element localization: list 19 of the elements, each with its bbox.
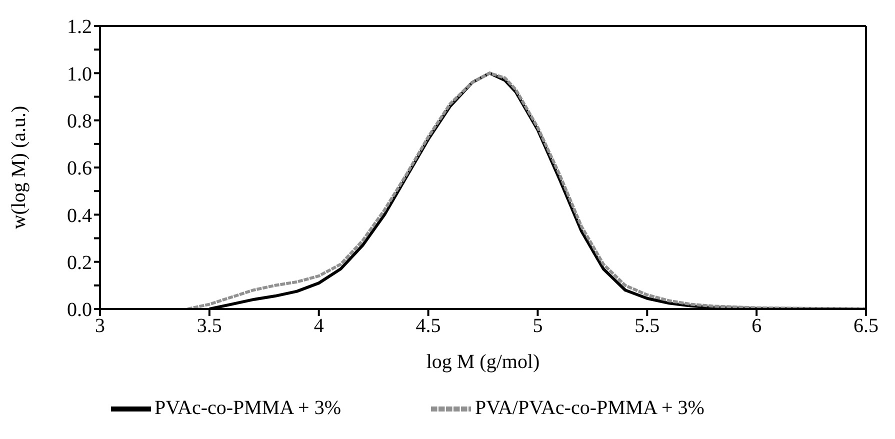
x-axis-title: log M (g/mol)	[426, 351, 540, 374]
x-tick-label: 6	[752, 315, 762, 338]
legend-label: PVAc-co-PMMA + 3%	[154, 396, 341, 419]
y-tick-label: 0.4	[67, 204, 92, 227]
y-tick-label: 1.2	[67, 16, 92, 38]
x-tick-label: 5.5	[634, 315, 660, 338]
x-tick-label: 4.5	[416, 315, 441, 338]
y-tick-label: 1.0	[67, 63, 92, 86]
x-tick-label: 5	[532, 315, 543, 338]
y-tick-label: 0.6	[67, 158, 92, 180]
x-tick-label: 3	[95, 315, 105, 338]
y-axis-title: w(log M) (a.u.)	[8, 106, 30, 230]
x-tick-label: 6.5	[854, 315, 878, 338]
y-tick-label: 0.8	[67, 110, 92, 132]
y-tick-label: 0.0	[67, 299, 92, 322]
legend-label: PVA/PVAc-co-PMMA + 3%	[475, 396, 704, 419]
x-tick-label: 4	[314, 315, 324, 338]
x-tick-label: 3.5	[196, 315, 222, 338]
y-tick-label: 0.2	[67, 252, 92, 274]
